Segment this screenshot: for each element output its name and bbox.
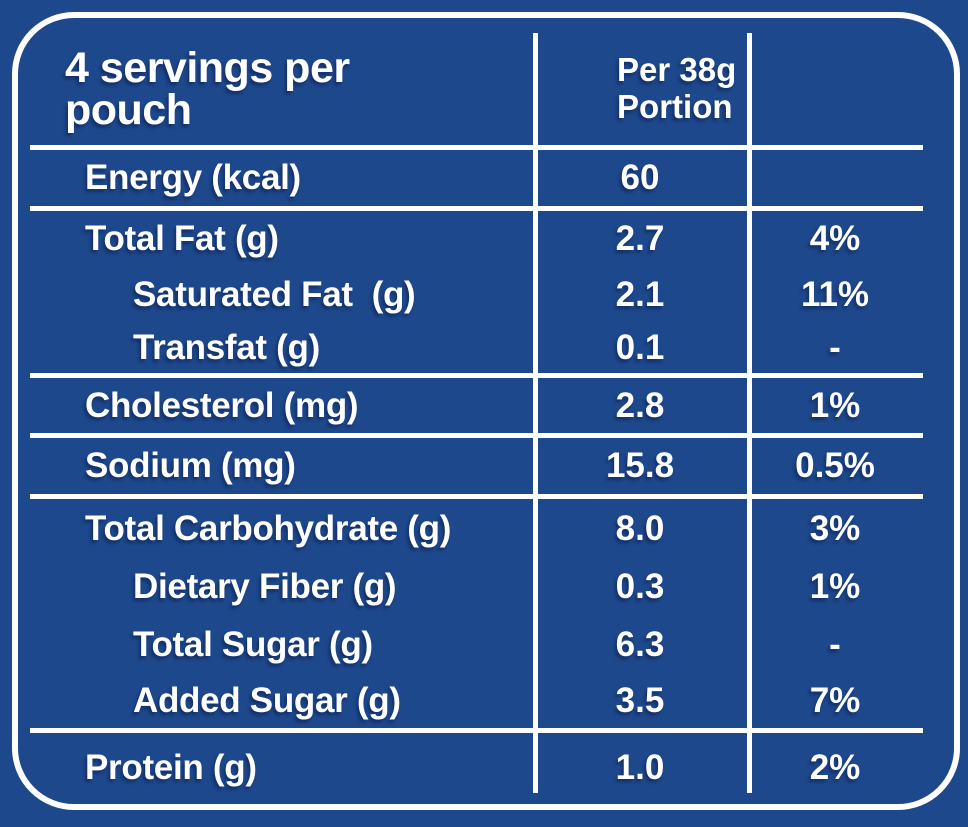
- nutrient-daily-value: 0.5%: [795, 446, 875, 485]
- nutrient-daily-value: 1%: [809, 385, 861, 425]
- nutrient-amount: 15.8: [605, 446, 675, 485]
- nutrient-daily-value: 11%: [800, 275, 870, 314]
- nutrient-amount: 3.5: [615, 681, 665, 720]
- nutrient-amount: 2.8: [615, 385, 665, 425]
- nutrition-table: 4 servings per pouch Per 38g Portion Ene…: [30, 33, 923, 803]
- portion-column-header-text: Per 38g Portion: [617, 51, 737, 125]
- nutrient-daily-value: 2%: [809, 748, 861, 787]
- nutrient-row: Dietary Fiber (g) 0.3 1%: [30, 558, 923, 616]
- nutrient-daily-value: -: [829, 328, 841, 367]
- nutrient-daily-value: 7%: [809, 681, 861, 720]
- nutrient-name: Total Fat (g): [85, 219, 279, 258]
- nutrient-name: Saturated Fat (g): [133, 275, 416, 314]
- nutrient-name: Dietary Fiber (g): [133, 567, 397, 606]
- nutrient-name: Added Sugar (g): [133, 681, 401, 720]
- nutrient-amount: 8.0: [615, 508, 665, 548]
- nutrient-row: Total Sugar (g) 6.3 -: [30, 616, 923, 674]
- nutrient-daily-value: 1%: [809, 567, 861, 606]
- nutrient-row: Cholesterol (mg) 2.8 1%: [30, 378, 923, 438]
- portion-column-header: Per 38g Portion: [533, 15, 747, 163]
- nutrient-row: Transfat (g) 0.1 -: [30, 323, 923, 378]
- column-divider-2: [747, 33, 752, 793]
- nutrient-name: Protein (g): [85, 748, 257, 787]
- nutrient-row: Energy (kcal) 60: [30, 150, 923, 211]
- nutrient-name: Cholesterol (mg): [85, 385, 359, 425]
- nutrient-amount: 1.0: [615, 748, 665, 787]
- nutrient-row: Added Sugar (g) 3.5 7%: [30, 674, 923, 733]
- nutrient-row: Protein (g) 1.0 2%: [30, 733, 923, 803]
- nutrient-amount: 2.7: [615, 219, 665, 258]
- nutrient-amount: 0.3: [615, 567, 665, 606]
- nutrient-daily-value: 4%: [809, 219, 861, 258]
- servings-per-pouch-header: 4 servings per pouch: [65, 43, 350, 134]
- nutrient-name: Total Carbohydrate (g): [85, 508, 452, 548]
- nutrient-amount: 0.1: [615, 328, 665, 367]
- nutrient-row: Total Carbohydrate (g) 8.0 3%: [30, 499, 923, 558]
- nutrient-row: Total Fat (g) 2.7 4%: [30, 211, 923, 267]
- nutrient-row: Saturated Fat (g) 2.1 11%: [30, 267, 923, 323]
- nutrient-amount: 2.1: [615, 275, 665, 314]
- nutrient-daily-value: 3%: [809, 508, 861, 548]
- nutrient-name: Energy (kcal): [85, 158, 301, 197]
- nutrient-name: Total Sugar (g): [133, 625, 373, 664]
- nutrient-name: Sodium (mg): [85, 446, 296, 485]
- column-divider-1: [533, 33, 538, 793]
- nutrient-row: Sodium (mg) 15.8 0.5%: [30, 438, 923, 499]
- table-header-row: 4 servings per pouch Per 38g Portion: [30, 33, 923, 150]
- nutrient-name: Transfat (g): [133, 328, 320, 367]
- nutrient-amount: 60: [620, 158, 660, 197]
- nutrient-daily-value: -: [829, 625, 841, 664]
- nutrient-amount: 6.3: [615, 625, 665, 664]
